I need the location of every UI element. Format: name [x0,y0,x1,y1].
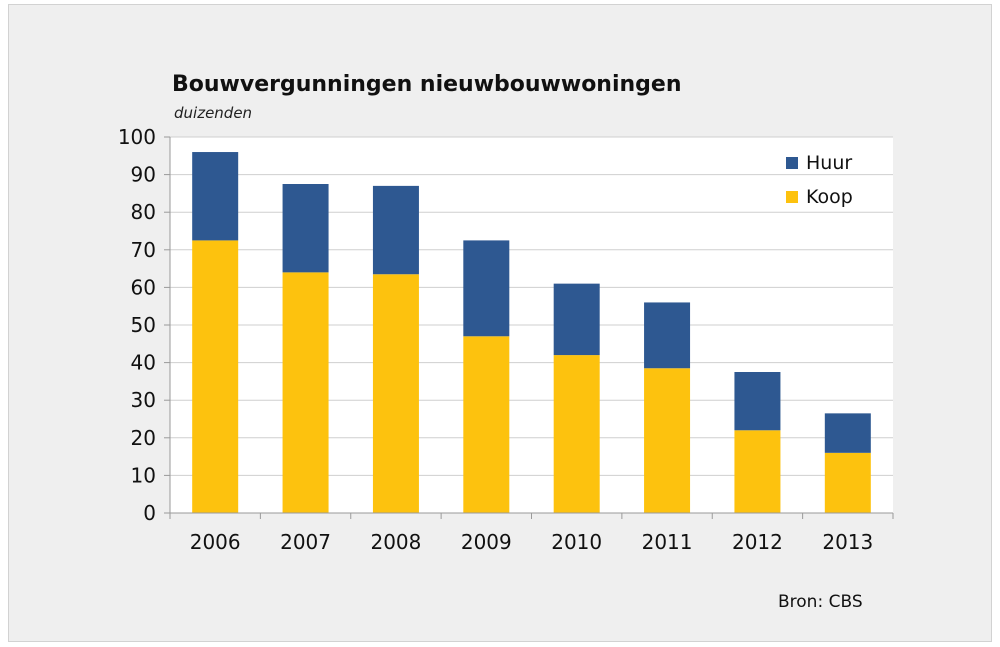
bar-huur-2007 [282,184,329,273]
bar-huur-2009 [463,240,510,337]
y-tick-label: 50 [131,313,156,337]
legend-label-huur: Huur [806,152,853,174]
x-tick-label: 2012 [732,530,783,554]
y-tick-label: 60 [131,275,156,299]
legend: Huur Koop [786,146,853,214]
bar-huur-2010 [553,283,600,356]
y-tick-label: 100 [118,125,156,149]
bar-koop-2013 [824,452,871,513]
legend-item-koop: Koop [786,180,853,214]
y-tick-label: 40 [131,351,156,375]
legend-swatch-huur [786,157,798,169]
x-tick-label: 2006 [190,530,241,554]
bar-koop-2008 [372,274,419,513]
legend-swatch-koop [786,191,798,203]
y-tick-label: 90 [131,163,156,187]
legend-item-huur: Huur [786,146,853,180]
x-tick-label: 2011 [642,530,693,554]
bar-koop-2007 [282,272,329,513]
y-tick-label: 10 [131,463,156,487]
legend-label-koop: Koop [806,186,853,208]
axes: 0 10 20 30 40 50 60 70 80 90 100 2006 2007 2008 2009 20… [118,125,894,554]
source-note: Bron: CBS [778,592,863,612]
x-tick-label: 2010 [551,530,602,554]
bar-huur-2012 [734,372,781,431]
y-tick-label: 30 [131,388,156,412]
x-tick-label: 2007 [280,530,331,554]
bar-koop-2006 [192,240,239,513]
y-tick-label: 0 [143,501,156,525]
bar-huur-2013 [824,413,871,453]
bar-huur-2006 [192,152,239,241]
x-tick-label: 2008 [370,530,421,554]
bar-huur-2008 [372,185,419,275]
y-tick-label: 70 [131,238,156,262]
bar-koop-2009 [463,336,510,513]
chart-title: Bouwvergunningen nieuwbouwwoningen [172,72,682,97]
bar-koop-2011 [644,368,691,513]
bars [192,152,871,513]
y-tick-label: 80 [131,200,156,224]
bar-koop-2010 [553,355,600,513]
x-tick-label: 2013 [822,530,873,554]
bar-huur-2011 [644,302,691,369]
y-tick-label: 20 [131,426,156,450]
chart-subtitle: duizenden [174,104,253,122]
bar-koop-2012 [734,430,781,513]
x-tick-label: 2009 [461,530,512,554]
